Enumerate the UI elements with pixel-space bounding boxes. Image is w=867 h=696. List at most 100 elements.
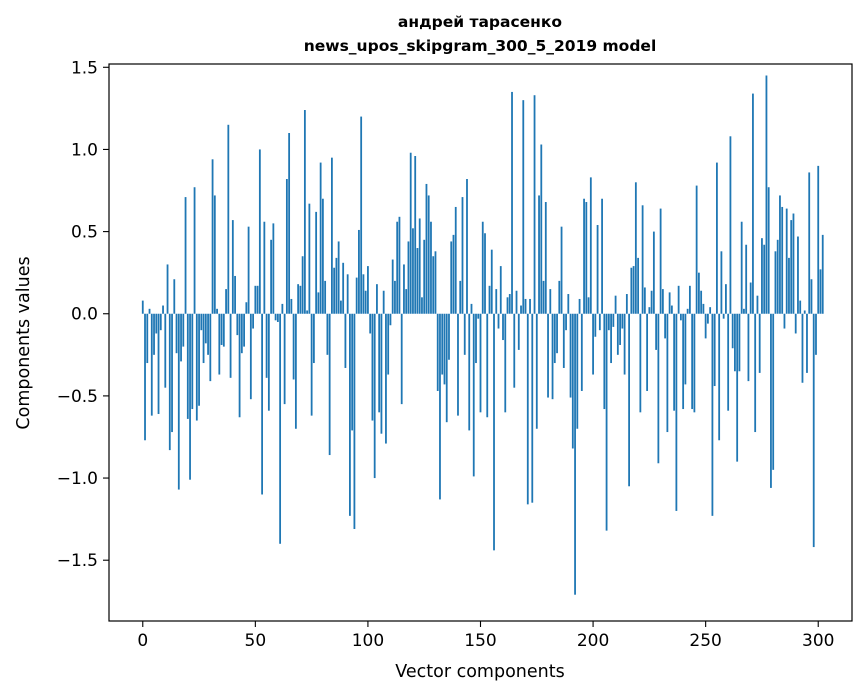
bar-165 (513, 313, 516, 388)
bar-30 (209, 313, 212, 382)
bar-9 (162, 305, 164, 314)
bar-95 (355, 277, 358, 314)
bar-59 (274, 313, 277, 321)
bar-202 (596, 225, 599, 314)
bar-40 (231, 220, 234, 314)
bar-80 (321, 198, 324, 314)
bar-2 (146, 313, 149, 364)
bar-260 (727, 313, 730, 411)
bar-99 (364, 290, 367, 314)
bar-255 (716, 162, 718, 314)
x-tick-label-0: 0 (137, 631, 148, 651)
bar-151 (481, 221, 484, 314)
bar-66 (290, 298, 293, 314)
bar-55 (265, 313, 268, 378)
bar-46 (245, 302, 248, 314)
bar-123 (418, 218, 421, 314)
bar-32 (213, 195, 216, 314)
bar-137 (450, 241, 453, 314)
bar-230 (659, 208, 662, 314)
bar-4 (150, 313, 153, 416)
bar-281 (774, 251, 777, 314)
bar-65 (288, 133, 291, 314)
bar-63 (283, 313, 286, 405)
bar-211 (616, 313, 619, 355)
bar-38 (227, 124, 230, 314)
bar-106 (380, 313, 383, 434)
bar-73 (306, 310, 309, 314)
bar-296 (808, 172, 811, 314)
bar-82 (326, 313, 329, 355)
bar-160 (502, 313, 504, 341)
bar-158 (497, 313, 500, 329)
bar-130 (434, 251, 437, 314)
bar-81 (324, 280, 327, 314)
bar-261 (729, 136, 732, 314)
bar-78 (317, 292, 320, 314)
bar-34 (218, 313, 221, 375)
bar-138 (452, 234, 455, 314)
bar-series (141, 75, 824, 595)
bar-37 (225, 289, 227, 314)
bar-246 (695, 185, 698, 314)
bar-136 (448, 313, 450, 360)
bar-251 (707, 313, 709, 324)
bar-191 (571, 313, 574, 449)
bar-146 (470, 303, 473, 314)
bar-143 (463, 313, 466, 355)
bar-88 (340, 300, 342, 314)
bar-13 (171, 313, 173, 433)
bar-236 (673, 313, 676, 411)
bar-116 (403, 264, 405, 314)
bar-128 (430, 221, 432, 314)
bar-44 (240, 313, 243, 354)
bar-221 (639, 313, 642, 413)
bar-102 (371, 313, 374, 421)
bar-258 (722, 313, 725, 319)
bar-11 (166, 264, 169, 314)
bar-101 (369, 313, 372, 334)
bar-19 (184, 197, 187, 314)
bar-48 (249, 313, 252, 400)
bar-216 (628, 313, 630, 487)
bar-189 (567, 294, 570, 314)
bar-253 (711, 313, 714, 516)
bar-240 (682, 313, 685, 410)
bar-124 (421, 297, 423, 314)
bar-208 (610, 313, 612, 364)
bar-209 (612, 313, 615, 327)
bar-67 (292, 313, 295, 380)
bar-53 (261, 313, 263, 495)
bar-205 (603, 313, 606, 410)
y-tick-label-4: 0.5 (71, 223, 98, 243)
bar-168 (520, 305, 522, 314)
bar-135 (445, 313, 448, 423)
bar-176 (538, 195, 540, 314)
bar-241 (684, 313, 687, 385)
bar-257 (720, 251, 723, 314)
bar-166 (515, 290, 518, 314)
bar-108 (385, 313, 387, 444)
bar-163 (508, 294, 511, 314)
bar-182 (551, 313, 554, 400)
bar-120 (412, 228, 414, 314)
bar-22 (191, 313, 194, 410)
bar-290 (794, 313, 797, 334)
bar-177 (540, 144, 543, 314)
bar-72 (303, 110, 306, 314)
bar-285 (783, 313, 786, 329)
bar-280 (772, 313, 775, 470)
bar-264 (736, 313, 739, 462)
bar-231 (661, 289, 664, 314)
bar-173 (531, 313, 534, 503)
chart-title-line1: андрей тарасенко (398, 13, 562, 31)
bar-278 (767, 187, 770, 314)
bar-100 (367, 266, 369, 314)
bar-271 (752, 93, 754, 314)
bar-229 (657, 313, 660, 464)
bar-196 (583, 198, 585, 314)
bar-18 (182, 313, 185, 347)
bar-26 (200, 313, 203, 331)
bar-162 (506, 297, 509, 314)
bar-91 (346, 274, 349, 314)
